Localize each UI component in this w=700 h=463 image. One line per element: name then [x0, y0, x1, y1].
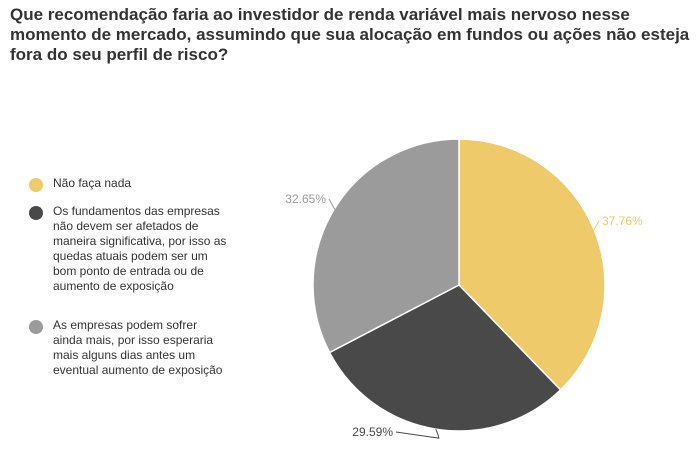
pie-label-nao-faca-nada: 37.76%	[602, 214, 643, 228]
pie-leader-line	[592, 220, 600, 231]
legend-swatch-yellow-icon	[29, 178, 43, 192]
chart-title: Que recomendação faria ao investidor de …	[10, 5, 690, 64]
legend-item-fundamentos[interactable]: Os fundamentos das empresas não devem se…	[29, 204, 228, 294]
pie-leader-line	[328, 198, 336, 211]
legend-label: As empresas podem sofrer ainda mais, por…	[53, 318, 223, 377]
pie-label-fundamentos: 29.59%	[352, 425, 393, 439]
legend-item-empresas-podem-sofrer[interactable]: As empresas podem sofrer ainda mais, por…	[29, 318, 228, 378]
legend-swatch-dark-icon	[29, 206, 43, 220]
pie-label-empresas-podem-sofrer: 32.65%	[285, 192, 326, 206]
pie-slice-fundamentos[interactable]	[328, 284, 562, 432]
legend-swatch-gray-icon	[29, 320, 43, 334]
pie-slice-nao-faca-nada[interactable]	[458, 138, 606, 391]
legend-label: Os fundamentos das empresas não devem se…	[53, 204, 227, 293]
pie-leader-line	[395, 428, 440, 439]
legend-item-nao-faca-nada[interactable]: Não faça nada	[29, 176, 228, 192]
legend-label: Não faça nada	[53, 176, 132, 190]
